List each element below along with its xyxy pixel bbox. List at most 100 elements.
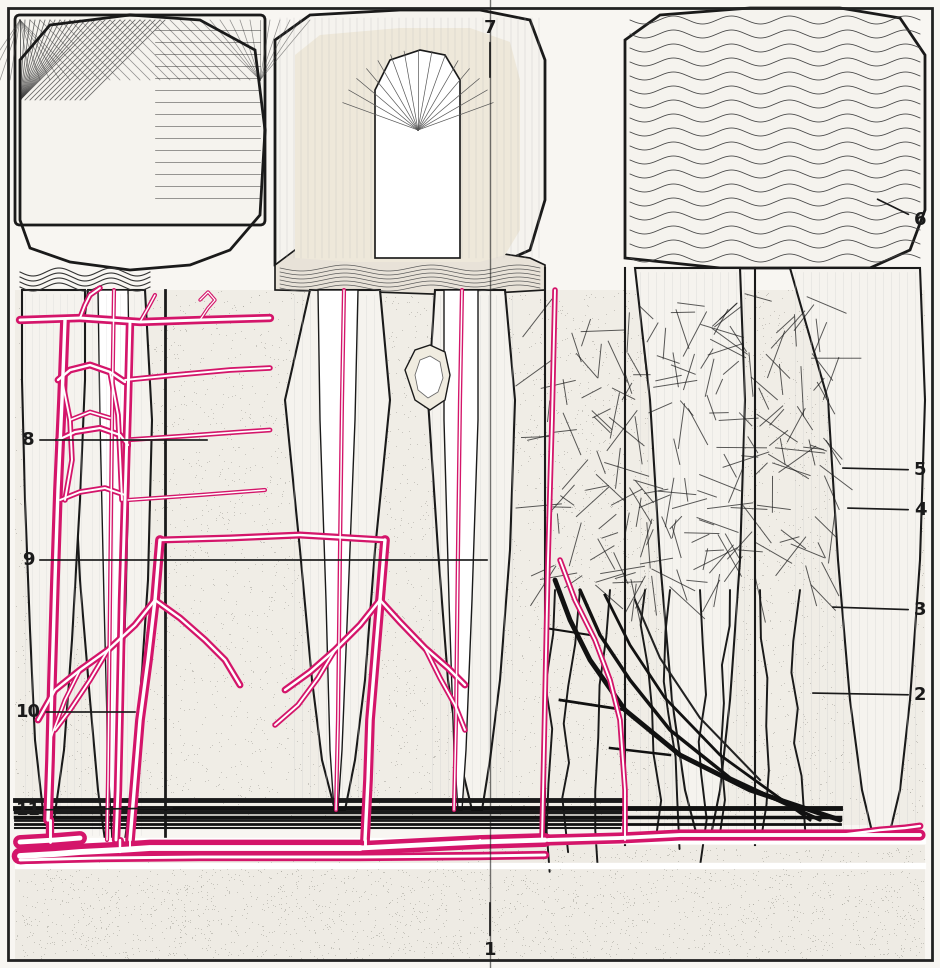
- Point: [521, 845, 536, 861]
- Point: [142, 527, 157, 542]
- Point: [684, 851, 699, 866]
- Point: [762, 900, 777, 916]
- Point: [838, 906, 854, 922]
- Point: [212, 769, 227, 784]
- Point: [205, 949, 220, 964]
- Point: [90, 781, 105, 797]
- Point: [608, 857, 623, 872]
- Point: [748, 581, 763, 596]
- Point: [607, 302, 622, 318]
- Point: [561, 704, 576, 719]
- Point: [321, 899, 337, 915]
- Point: [339, 285, 354, 300]
- Point: [264, 469, 279, 485]
- Point: [676, 849, 691, 864]
- Point: [18, 687, 33, 703]
- Point: [94, 465, 109, 480]
- Point: [873, 329, 888, 345]
- Point: [345, 923, 360, 939]
- Point: [729, 631, 744, 647]
- Point: [666, 387, 681, 403]
- Point: [278, 720, 293, 736]
- Point: [85, 548, 100, 563]
- Point: [659, 738, 674, 753]
- Point: [591, 436, 606, 451]
- Point: [150, 877, 165, 892]
- Point: [797, 736, 812, 751]
- Point: [305, 615, 320, 630]
- Point: [170, 776, 185, 792]
- Point: [877, 643, 892, 658]
- Point: [750, 418, 765, 434]
- Point: [141, 663, 156, 679]
- Point: [722, 802, 737, 818]
- Point: [663, 582, 678, 597]
- Point: [334, 922, 349, 937]
- Point: [789, 787, 804, 802]
- Point: [124, 363, 139, 378]
- Point: [359, 373, 374, 388]
- Point: [678, 361, 693, 377]
- Point: [781, 898, 796, 914]
- Point: [559, 444, 574, 460]
- Point: [332, 302, 347, 318]
- Point: [24, 450, 39, 466]
- Point: [77, 519, 92, 534]
- Point: [890, 417, 905, 433]
- Point: [117, 772, 132, 788]
- Point: [390, 914, 405, 929]
- Point: [883, 712, 898, 728]
- Point: [628, 488, 643, 503]
- Point: [793, 863, 808, 879]
- Point: [396, 385, 411, 401]
- Point: [886, 522, 901, 537]
- Point: [193, 427, 208, 442]
- Point: [134, 400, 149, 415]
- Point: [388, 753, 403, 769]
- Point: [814, 852, 829, 867]
- Point: [370, 503, 385, 519]
- Point: [69, 381, 84, 397]
- Point: [835, 896, 850, 912]
- Point: [314, 947, 329, 962]
- Point: [270, 674, 285, 689]
- Point: [648, 744, 663, 760]
- Point: [803, 426, 818, 441]
- Point: [118, 593, 133, 609]
- Point: [676, 324, 691, 340]
- Point: [826, 466, 841, 481]
- Point: [739, 761, 754, 776]
- Point: [32, 388, 47, 404]
- Point: [615, 334, 630, 349]
- Point: [703, 868, 718, 884]
- Point: [605, 770, 620, 785]
- Point: [816, 407, 831, 422]
- Point: [887, 345, 902, 360]
- Point: [213, 940, 228, 955]
- Point: [666, 731, 681, 746]
- Point: [882, 792, 897, 807]
- Point: [318, 807, 333, 823]
- Point: [37, 350, 52, 366]
- Point: [446, 864, 461, 880]
- Point: [719, 532, 734, 548]
- Point: [19, 874, 34, 890]
- Point: [753, 590, 768, 605]
- Point: [738, 399, 753, 414]
- Point: [309, 721, 324, 737]
- Point: [602, 436, 617, 451]
- Point: [453, 928, 468, 944]
- Point: [324, 486, 339, 501]
- Point: [877, 719, 892, 735]
- Point: [345, 539, 360, 555]
- Point: [82, 664, 97, 680]
- Point: [49, 713, 64, 729]
- Point: [177, 305, 192, 320]
- Point: [425, 647, 440, 662]
- Point: [885, 453, 900, 469]
- Point: [420, 378, 435, 393]
- Point: [27, 501, 42, 517]
- Point: [757, 678, 772, 693]
- Point: [207, 610, 222, 625]
- Point: [464, 600, 479, 616]
